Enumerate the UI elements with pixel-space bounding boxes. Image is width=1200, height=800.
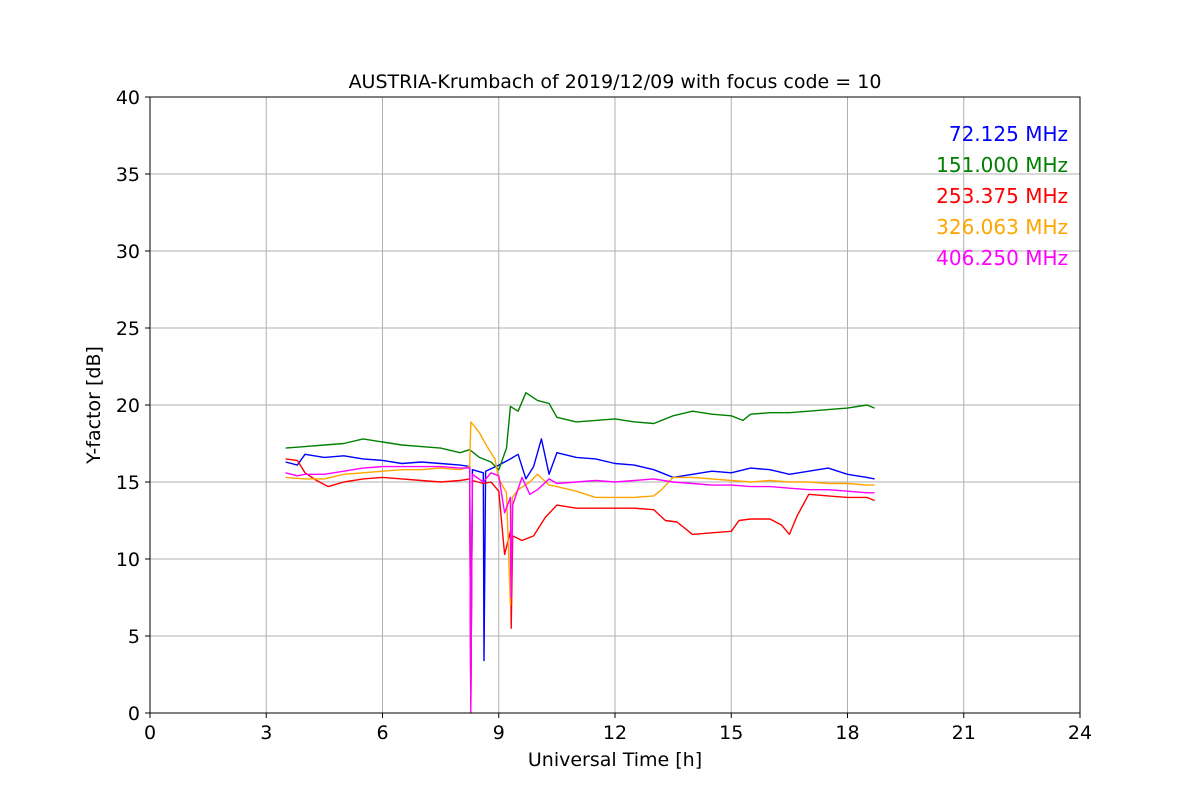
x-tick-label: 0 (144, 722, 156, 744)
y-axis-title: Y-factor [dB] (83, 346, 105, 465)
legend-entry: 72.125 MHz (949, 122, 1068, 146)
x-tick-label: 6 (376, 722, 388, 744)
legend-entry: 151.000 MHz (936, 153, 1068, 177)
legend: 72.125 MHz 151.000 MHz 253.375 MHz 326.063 … (936, 122, 1068, 270)
x-tick-label: 21 (952, 722, 976, 744)
series-line-0 (285, 438, 875, 699)
y-tick-label: 15 (116, 472, 140, 494)
legend-entry: 406.250 MHz (936, 246, 1068, 270)
x-tick-label: 24 (1068, 722, 1092, 744)
y-tick-label: 5 (128, 626, 140, 648)
series-line-2 (285, 458, 875, 706)
x-tick-label: 12 (603, 722, 627, 744)
y-tick-label: 25 (116, 318, 140, 340)
y-tick-label: 10 (116, 549, 140, 571)
x-tick-label: 15 (719, 722, 743, 744)
x-axis-title: Universal Time [h] (528, 749, 702, 771)
y-tick-label: 20 (116, 395, 140, 417)
x-tick-label: 18 (835, 722, 859, 744)
chart-title: AUSTRIA-Krumbach of 2019/12/09 with focu… (349, 71, 882, 93)
series-line-4 (285, 465, 875, 714)
y-axis: 0 5 10 15 20 25 30 35 40 (116, 87, 150, 725)
series-line-1 (285, 392, 875, 471)
x-axis: 0 3 6 9 12 15 18 21 24 (144, 713, 1092, 744)
series-layer (285, 392, 875, 714)
y-tick-label: 0 (128, 703, 140, 725)
legend-entry: 253.375 MHz (936, 184, 1068, 208)
y-tick-label: 30 (116, 241, 140, 263)
y-tick-label: 35 (116, 164, 140, 186)
y-tick-label: 40 (116, 87, 140, 109)
series-line-3 (285, 421, 875, 606)
x-tick-label: 9 (493, 722, 505, 744)
x-tick-label: 3 (260, 722, 272, 744)
legend-entry: 326.063 MHz (936, 215, 1068, 239)
